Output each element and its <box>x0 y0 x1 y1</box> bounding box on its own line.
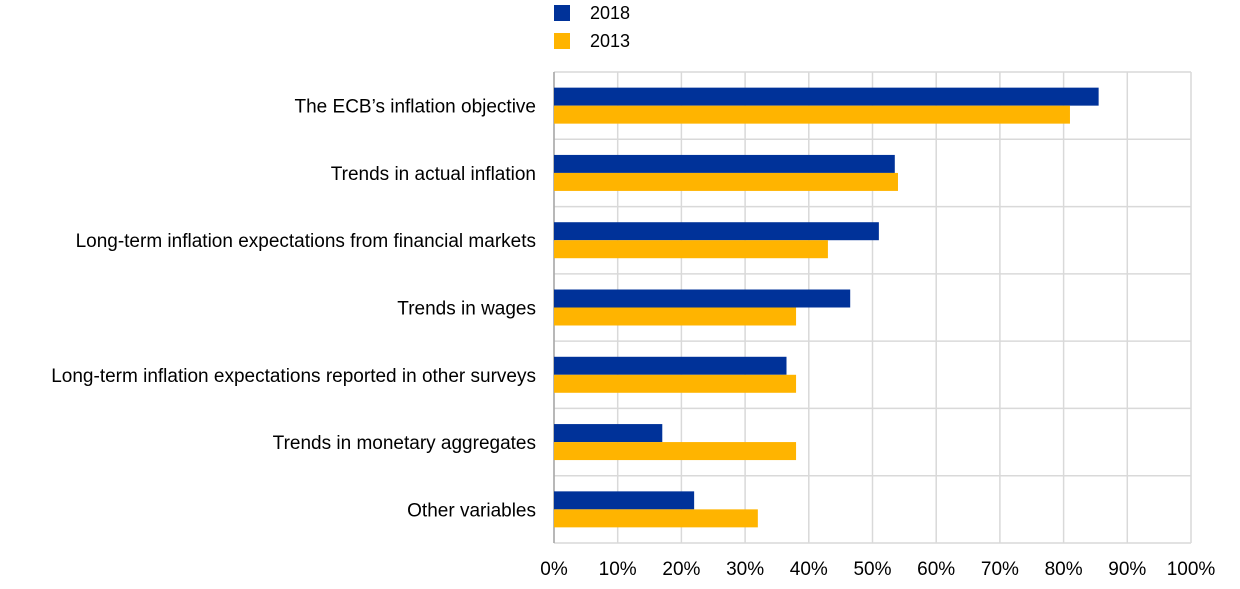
x-tick-label-10: 100% <box>1167 559 1216 580</box>
legend-swatch-2013 <box>554 33 570 49</box>
category-label-5: Trends in monetary aggregates <box>273 433 536 454</box>
legend-item-2013: 2013 <box>554 31 630 51</box>
bar-2018-6 <box>554 491 695 510</box>
bar-2018-0 <box>554 87 1099 106</box>
bar-2018-3 <box>554 289 851 308</box>
legend-label-2018: 2018 <box>590 2 631 23</box>
category-label-2: Long-term inflation expectations from fi… <box>76 231 536 252</box>
bar-2013-6 <box>554 509 758 528</box>
category-label-6: Other variables <box>407 500 536 521</box>
x-tick-label-0: 0% <box>540 559 568 580</box>
bar-2013-1 <box>554 172 898 191</box>
x-tick-label-3: 30% <box>726 559 764 580</box>
category-label-3: Trends in wages <box>397 299 536 320</box>
legend-swatch-2018 <box>554 5 570 21</box>
category-label-0: The ECB’s inflation objective <box>295 97 537 118</box>
x-tick-label-1: 10% <box>599 559 637 580</box>
x-tick-label-5: 50% <box>853 559 891 580</box>
x-tick-label-2: 20% <box>662 559 700 580</box>
bar-2013-3 <box>554 307 797 326</box>
x-tick-label-6: 60% <box>917 559 955 580</box>
legend-label-2013: 2013 <box>590 30 631 51</box>
category-label-4: Long-term inflation expectations reporte… <box>51 366 536 387</box>
x-tick-label-9: 90% <box>1108 559 1146 580</box>
category-label-1: Trends in actual inflation <box>331 164 536 185</box>
bar-2018-1 <box>554 154 895 173</box>
bar-2018-2 <box>554 222 879 241</box>
bar-2013-0 <box>554 105 1070 124</box>
bar-2013-5 <box>554 442 797 461</box>
x-tick-label-7: 70% <box>981 559 1019 580</box>
x-tick-label-4: 40% <box>790 559 828 580</box>
bar-2013-2 <box>554 240 828 259</box>
legend-item-2018: 2018 <box>554 3 630 23</box>
x-tick-label-8: 80% <box>1045 559 1083 580</box>
bar-2018-4 <box>554 356 787 375</box>
bar-2013-4 <box>554 374 797 393</box>
bar-2018-5 <box>554 424 663 443</box>
